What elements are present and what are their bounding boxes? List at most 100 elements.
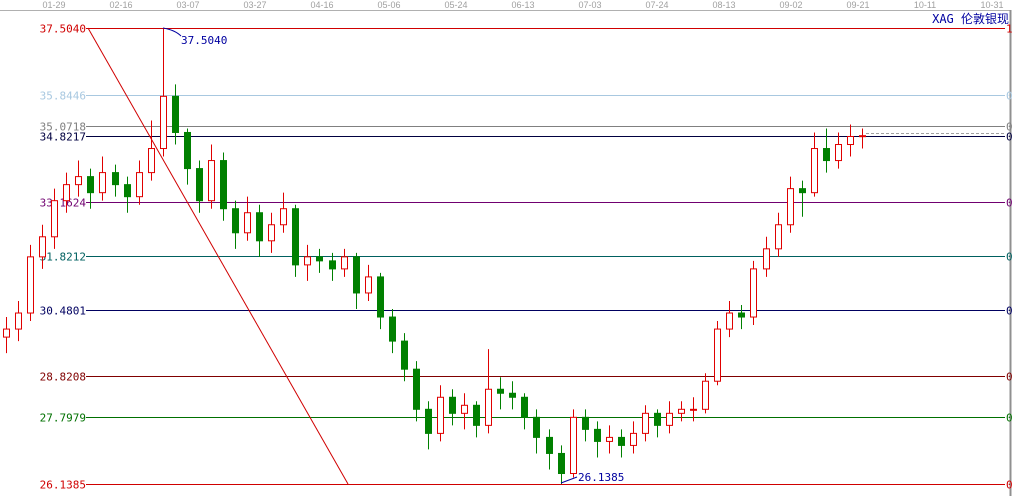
candle-body	[425, 408, 432, 434]
candle	[449, 389, 456, 426]
candle	[485, 349, 492, 434]
candle	[521, 393, 528, 430]
candle-body	[124, 184, 131, 198]
x-tick-label: 05-24	[444, 0, 467, 10]
candle-body	[341, 256, 348, 270]
fib-ratio-label: 0.786	[1006, 121, 1015, 134]
candle	[208, 144, 215, 209]
fib-ratio-label: 0.146	[1006, 412, 1015, 425]
candle-body	[835, 144, 842, 162]
candle	[461, 393, 468, 430]
candle-body	[280, 208, 287, 226]
candle	[15, 300, 22, 342]
x-tick-label: 06-13	[511, 0, 534, 10]
candle	[268, 212, 275, 253]
candle-body	[678, 408, 685, 414]
candle	[606, 425, 613, 454]
fib-ratio-label: 0	[1006, 479, 1013, 492]
candle	[124, 176, 131, 213]
fib-ratio-label: 0.764	[1006, 131, 1015, 144]
candle-body	[39, 236, 46, 258]
x-tick-label: 04-16	[310, 0, 333, 10]
candle-body	[172, 95, 179, 133]
candle	[220, 152, 227, 221]
candle-body	[485, 388, 492, 426]
candle	[425, 401, 432, 450]
candle-body	[497, 388, 504, 394]
candle	[75, 160, 82, 197]
candle	[787, 176, 794, 233]
candle	[666, 401, 673, 434]
candle-body	[292, 208, 299, 266]
candle-body	[353, 256, 360, 294]
candle	[509, 381, 516, 410]
fib-ratio-label: 0.854	[1006, 90, 1015, 103]
candle-body	[365, 276, 372, 294]
candle-body	[690, 408, 697, 411]
candle	[437, 385, 444, 442]
candle	[329, 252, 336, 281]
candle	[280, 192, 287, 233]
candle-body	[232, 208, 239, 234]
candle	[184, 128, 191, 185]
candle	[292, 204, 299, 277]
candle-body	[654, 412, 661, 426]
candle	[256, 204, 263, 257]
candle-body	[594, 428, 601, 442]
candle-body	[268, 224, 275, 242]
candle	[750, 260, 757, 326]
candle	[702, 373, 709, 414]
candle	[497, 377, 504, 410]
candle-body	[75, 176, 82, 186]
fib-price-label: 34.8217	[40, 131, 86, 144]
candle-body	[509, 392, 516, 398]
candle	[27, 244, 34, 322]
candle	[160, 28, 167, 157]
candle-body	[51, 200, 58, 238]
candle-body	[606, 436, 613, 442]
candle-body	[112, 172, 119, 186]
fib-price-label: 30.4801	[40, 305, 86, 318]
fib-price-label: 26.1385	[40, 479, 86, 492]
candle-body	[377, 276, 384, 318]
candle	[389, 309, 396, 354]
candle-body	[449, 396, 456, 414]
candle-body	[413, 368, 420, 410]
candle	[365, 264, 372, 301]
candle-body	[461, 404, 468, 414]
low-annotation: 26.1385	[578, 471, 624, 484]
x-tick-label: 07-03	[578, 0, 601, 10]
low-annotation-leader	[560, 476, 578, 484]
candle	[533, 409, 540, 454]
candle-body	[714, 328, 721, 382]
candle-body	[87, 176, 94, 194]
candle	[316, 248, 323, 273]
candle-body	[220, 160, 227, 210]
candle-body	[473, 404, 480, 426]
candle	[546, 429, 553, 470]
candle	[775, 212, 782, 257]
candle	[823, 128, 830, 173]
candle	[51, 188, 58, 249]
candle	[594, 421, 601, 458]
candle-body	[3, 328, 10, 338]
high-annotation: 37.5040	[181, 34, 227, 47]
candle-body	[196, 168, 203, 202]
candle	[714, 321, 721, 386]
candle	[136, 160, 143, 205]
candle	[738, 304, 745, 330]
candle	[377, 272, 384, 330]
candle	[99, 156, 106, 201]
candle-body	[775, 224, 782, 250]
candle-body	[389, 316, 396, 342]
candle	[148, 120, 155, 181]
x-tick-label: 01-29	[42, 0, 65, 10]
fib-ratio-label: 0.236	[1006, 371, 1015, 384]
candle-body	[750, 268, 757, 318]
candle-body	[726, 312, 733, 330]
candle-body	[27, 256, 34, 314]
x-tick-label: 03-27	[243, 0, 266, 10]
candle-body	[847, 135, 854, 146]
candle	[690, 397, 697, 422]
